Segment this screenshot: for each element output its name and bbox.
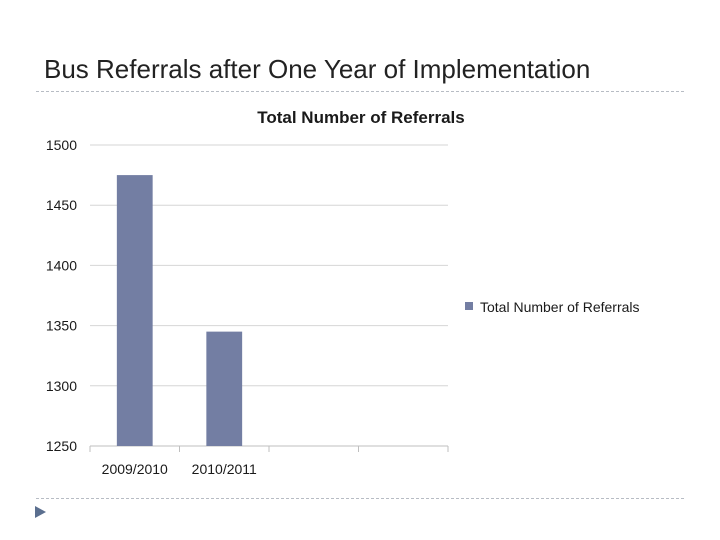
y-tick-label: 1500 [46, 137, 77, 153]
bars [116, 175, 243, 446]
triangle-bullet-icon [35, 506, 46, 518]
legend: Total Number of Referrals [465, 299, 640, 315]
slide-title: Bus Referrals after One Year of Implemen… [44, 54, 591, 84]
x-tick-label: 2010/2011 [192, 461, 257, 477]
chart-title: Total Number of Referrals [257, 108, 465, 127]
y-tick-label: 1450 [46, 197, 77, 213]
bar [116, 175, 153, 446]
y-tick-label: 1400 [46, 257, 77, 273]
bar [206, 331, 243, 446]
y-tick-labels: 1250 1300 1350 1400 1450 1500 [46, 137, 77, 454]
y-tick-label: 1300 [46, 378, 77, 394]
x-tick-label: 2009/2010 [102, 461, 168, 477]
legend-swatch [465, 302, 473, 310]
x-tick-labels: 2009/2010 2010/2011 [89, 446, 449, 477]
y-tick-label: 1250 [46, 438, 77, 454]
footer-divider [36, 498, 684, 499]
title-divider [36, 91, 684, 92]
chart: Total Number of Referrals 1250 1300 1350 14… [46, 108, 640, 477]
legend-label: Total Number of Referrals [480, 299, 640, 315]
y-tick-label: 1350 [46, 318, 77, 334]
